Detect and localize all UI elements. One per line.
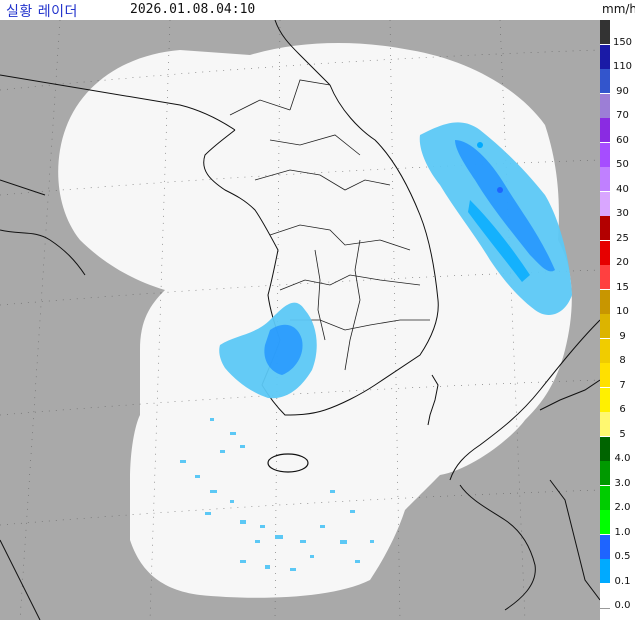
page-title: 실황 레이더: [6, 4, 78, 20]
legend-swatch: [600, 167, 610, 191]
legend-row: 0.1: [600, 559, 635, 587]
legend-swatch: [600, 20, 610, 44]
legend-row: 7: [600, 363, 635, 391]
legend-swatch: [600, 387, 610, 412]
precipitation-legend: 150 110 90 70 60 50 40 30 25 20 15 10 9 8 7 6 5 4.0 3.0 2.0…: [600, 20, 635, 620]
legend-label: 150: [612, 36, 633, 48]
legend-swatch: [600, 191, 610, 216]
legend-swatch: [600, 216, 610, 240]
legend-row: 30: [600, 191, 635, 219]
japan-coastline: [449, 319, 600, 611]
legend-label: 0.1: [614, 575, 631, 587]
legend-row: 1.0: [600, 510, 635, 538]
legend-label: 3.0: [614, 477, 631, 489]
legend-swatch: [600, 436, 610, 461]
china-coastline: [0, 179, 86, 620]
legend-row: 150: [600, 20, 635, 48]
legend-unit: mm/h: [602, 2, 635, 16]
legend-label: 8: [619, 355, 626, 366]
legend-label: 50: [616, 159, 629, 170]
legend-row: 6: [600, 387, 635, 415]
legend-row: 4.0: [600, 436, 635, 464]
precipitation-east-sea: [419, 122, 572, 315]
legend-row: 2.0: [600, 485, 635, 513]
legend-row: 9: [600, 314, 635, 342]
legend-swatch: [600, 93, 610, 118]
legend-label: 60: [616, 134, 629, 146]
coastline: [0, 20, 439, 416]
legend-swatch: [600, 142, 610, 167]
legend-swatch: [600, 289, 610, 314]
legend-swatch: [600, 118, 610, 142]
legend-label: 9: [619, 330, 626, 342]
header-bar: 실황 레이더 2026.01.08.04:10: [0, 0, 600, 20]
legend-label: 10: [616, 306, 629, 317]
legend-row: 8: [600, 338, 635, 366]
legend-label: 2.0: [614, 502, 631, 513]
legend-swatch: [600, 338, 610, 363]
legend-label: 30: [616, 208, 629, 219]
legend-label: 40: [616, 183, 629, 195]
legend-swatch: [600, 461, 610, 485]
legend-swatch: [600, 510, 610, 534]
observation-timestamp: 2026.01.08.04:10: [130, 2, 256, 17]
legend-label: 0.0: [614, 600, 631, 611]
legend-row: 70: [600, 93, 635, 121]
precipitation-scattered-south: [180, 418, 374, 571]
legend-label: 90: [616, 85, 629, 97]
legend-row: 10: [600, 289, 635, 317]
legend-label: 110: [612, 61, 633, 72]
legend-row: 40: [600, 167, 635, 195]
legend-swatch: [600, 314, 610, 338]
legend-row: 20: [600, 240, 635, 268]
legend-swatch: [600, 240, 610, 265]
legend-swatch: [600, 412, 610, 436]
legend-swatch: [600, 265, 610, 289]
legend-label: 0.5: [614, 551, 631, 562]
legend-row: 25: [600, 216, 635, 244]
radar-map[interactable]: [0, 20, 600, 620]
jeju-island: [267, 453, 309, 473]
legend-label: 25: [616, 232, 629, 244]
legend-row: 60: [600, 118, 635, 146]
legend-row: 15: [600, 265, 635, 293]
legend-swatch: [600, 559, 610, 583]
legend-label: 1.0: [614, 526, 631, 538]
legend-row: 50: [600, 142, 635, 170]
legend-swatch: [600, 583, 610, 609]
precipitation-southwest: [219, 302, 317, 399]
legend-row: 0.5: [600, 534, 635, 562]
graticule: [0, 20, 600, 620]
legend-label: 6: [619, 404, 626, 415]
legend-row: 90: [600, 69, 635, 97]
legend-label: 15: [616, 281, 629, 293]
province-boundaries: [229, 79, 430, 371]
legend-swatch: [600, 69, 610, 93]
legend-swatch: [600, 485, 610, 510]
legend-swatch: [600, 363, 610, 387]
legend-row: 3.0: [600, 461, 635, 489]
legend-label: 4.0: [614, 453, 631, 464]
legend-label: 7: [619, 379, 626, 391]
legend-swatch: [600, 534, 610, 559]
legend-label: 20: [616, 257, 629, 268]
legend-row: 5: [600, 412, 635, 440]
legend-label: 70: [616, 110, 629, 121]
legend-swatch: [600, 44, 610, 69]
legend-row: 110: [600, 44, 635, 72]
legend-row: 0.0: [600, 583, 635, 611]
legend-label: 5: [619, 428, 626, 440]
